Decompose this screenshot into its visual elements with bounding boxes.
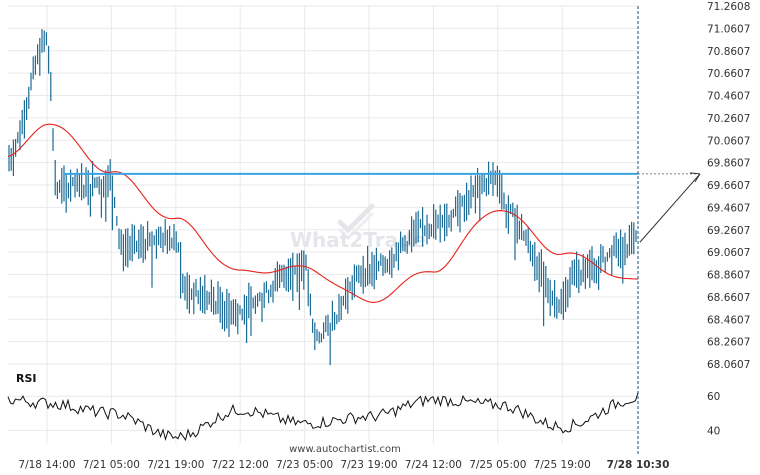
projection-arrow <box>639 173 701 243</box>
y-tick-label: 69.0607 <box>707 247 750 259</box>
x-tick-label: 7/24 12:00 <box>405 459 462 471</box>
projection-arrowhead <box>689 172 701 183</box>
x-tick-label: 7/23 05:00 <box>276 459 333 471</box>
x-tick-label: 7/22 12:00 <box>212 459 269 471</box>
y-tick-label: 70.0607 <box>707 135 750 147</box>
y-tick-label: 69.6607 <box>707 180 750 192</box>
y-tick-label: 68.4607 <box>707 314 750 326</box>
y-tick-label: 69.8607 <box>707 158 750 170</box>
projection <box>637 6 701 454</box>
y-tick-label: 68.6607 <box>707 292 750 304</box>
x-tick-label: 7/23 19:00 <box>340 459 397 471</box>
y-tick-label: 70.4607 <box>707 91 750 103</box>
y-tick-label: 71.0607 <box>707 23 750 35</box>
x-tick-label: 7/25 05:00 <box>469 459 526 471</box>
y-tick-label: 71.2608 <box>707 1 750 13</box>
moving-average <box>7 123 639 303</box>
time-axis: 7/18 14:00 7/21 05:00 7/21 19:00 7/22 12:00… <box>18 459 669 471</box>
y-tick-label: 68.0607 <box>707 359 750 371</box>
y-tick-label: 70.8607 <box>707 46 750 58</box>
rsi-tick-label: 40 <box>707 425 720 437</box>
x-tick-label: 7/21 05:00 <box>83 459 140 471</box>
x-tick-label: 7/25 19:00 <box>534 459 591 471</box>
rsi-label: RSI <box>16 372 37 385</box>
price-axis: 71.2608 71.0607 70.8607 70.6607 70.4607 70.26… <box>707 1 750 371</box>
rsi-line <box>7 392 639 442</box>
y-tick-label: 70.2607 <box>707 113 750 125</box>
footer-text: www.autochartist.com <box>289 444 401 455</box>
x-tick-label: 7/21 19:00 <box>147 459 204 471</box>
y-tick-label: 69.2607 <box>707 225 750 237</box>
x-tick-label: 7/28 10:30 <box>607 459 670 471</box>
y-tick-label: 69.4607 <box>707 202 750 214</box>
x-tick-label: 7/18 14:00 <box>18 459 75 471</box>
moving-average-line <box>7 123 639 303</box>
y-tick-label: 68.8607 <box>707 270 750 282</box>
rsi-tick-label: 60 <box>707 391 720 403</box>
y-tick-label: 68.2607 <box>707 337 750 349</box>
what2trade-check-icon <box>337 203 375 241</box>
rsi-panel: 60 40 <box>7 391 720 442</box>
y-tick-label: 70.6607 <box>707 68 750 80</box>
